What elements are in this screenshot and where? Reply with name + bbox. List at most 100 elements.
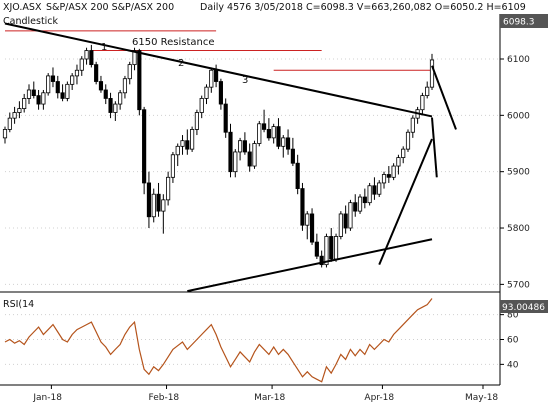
candle: [199, 95, 204, 119]
candle: [357, 194, 363, 214]
candle-body-up: [377, 182, 382, 195]
candle: [228, 123, 233, 178]
candle: [98, 75, 104, 93]
candle: [74, 64, 80, 85]
candle-body-down: [89, 50, 94, 66]
candle-body-up: [405, 131, 411, 150]
candle-body-down: [55, 81, 60, 94]
candle: [209, 67, 214, 93]
candle: [55, 75, 60, 99]
candle-body-up: [74, 69, 80, 77]
candle: [46, 73, 51, 96]
candle-body-up: [381, 174, 387, 184]
candle-body-up: [151, 193, 156, 218]
candle: [300, 182, 305, 231]
candle-body-down: [285, 137, 291, 150]
trendline: [378, 138, 433, 266]
candle: [108, 92, 113, 119]
resistance-label: 6150 Resistance: [132, 37, 215, 48]
trendline-layer: [4, 22, 457, 293]
candle-body-up: [420, 95, 425, 111]
candle-body-down: [228, 131, 233, 173]
candle: [238, 137, 243, 161]
candle: [113, 101, 118, 121]
candle-body-up: [391, 165, 396, 178]
candle-body-up: [161, 199, 166, 212]
rsi-layer: [4, 298, 433, 383]
candle: [204, 84, 209, 105]
candle-body-up: [46, 75, 51, 94]
price-tick-label: 5900: [507, 168, 530, 178]
candle: [161, 194, 166, 234]
candle-body-down: [36, 95, 41, 105]
candle: [60, 84, 65, 102]
price-badge-bg: [500, 14, 548, 28]
candle: [305, 211, 310, 240]
candle-body-down: [242, 140, 247, 153]
candle-body-down: [31, 89, 36, 97]
candle: [261, 109, 267, 133]
candle-body-up: [357, 196, 363, 212]
time-tick-label: Jan-18: [32, 393, 62, 403]
candle: [94, 61, 99, 85]
trendline: [431, 65, 457, 130]
candle-body-down: [290, 148, 295, 164]
candle-body-down: [266, 129, 271, 139]
rsi-tick-label: 60: [507, 336, 519, 346]
candle-body-down: [314, 241, 319, 257]
axis-layer: 6100 6000 5900 5800 5700 80 60 40 Jan-18 Feb-18 Ma…: [32, 55, 530, 403]
candle: [386, 166, 391, 183]
candle: [36, 89, 41, 110]
candle: [89, 44, 94, 68]
candle-body-down: [343, 213, 348, 229]
candle-body-up: [180, 140, 185, 147]
rsi-tick-label: 40: [507, 360, 519, 370]
candle-body-up: [209, 69, 214, 88]
candle-body-up: [118, 92, 123, 105]
candle: [7, 112, 12, 133]
candle: [405, 129, 411, 152]
candle: [252, 140, 257, 169]
candle-body-down: [218, 81, 223, 105]
price-tick-label: 5700: [507, 280, 530, 290]
candle-body-up: [252, 143, 257, 167]
candle: [194, 109, 199, 136]
candle: [79, 56, 84, 76]
candle: [314, 233, 319, 260]
candle-body-down: [300, 188, 305, 226]
candle: [257, 120, 262, 147]
candle: [281, 135, 286, 158]
candle-body-up: [199, 98, 204, 113]
candle-body-down: [223, 103, 228, 133]
candle-body-up: [204, 86, 209, 99]
header-symbol: XJO.ASX: [3, 2, 42, 13]
candle-body-up: [271, 126, 276, 139]
candle: [285, 129, 291, 155]
candle: [290, 137, 295, 167]
header-security: S&P/ASX 200 S&P/ASX 200: [46, 2, 174, 13]
candle-body-up: [22, 98, 27, 109]
candle: [170, 151, 176, 183]
candle-body-down: [372, 185, 377, 195]
candle: [137, 48, 142, 116]
candle: [362, 188, 367, 209]
candle: [429, 53, 435, 90]
price-tick-label: 6000: [507, 111, 530, 121]
panel-label: Candlestick: [3, 16, 59, 27]
candle: [377, 180, 382, 198]
candle: [401, 146, 406, 164]
time-tick-label: May-18: [465, 393, 498, 403]
candle-body-down: [60, 92, 65, 99]
time-tick-label: Mar-18: [254, 393, 285, 403]
candle-body-down: [98, 81, 104, 91]
candle-body-down: [319, 255, 324, 266]
candle: [242, 132, 247, 155]
candle: [425, 81, 430, 99]
candle-body-up: [238, 140, 243, 153]
candle: [127, 61, 132, 85]
candle: [175, 143, 180, 167]
candle: [381, 171, 387, 189]
candle: [309, 208, 315, 245]
